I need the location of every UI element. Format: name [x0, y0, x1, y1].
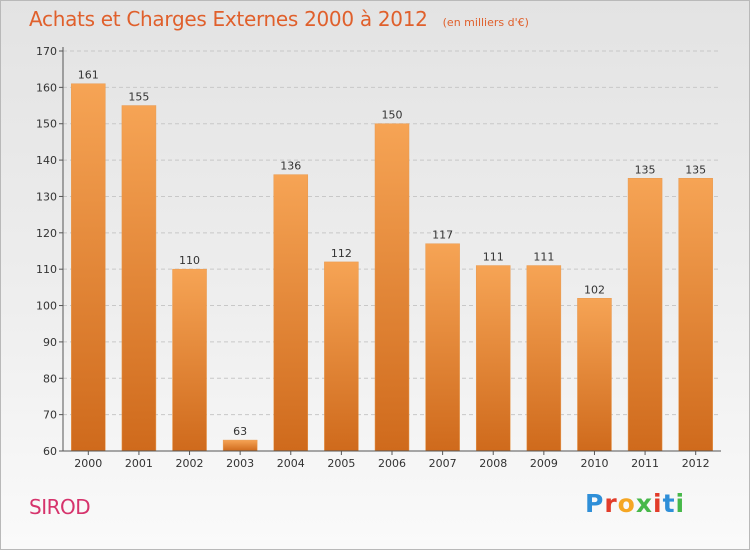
- logo-letter: i: [653, 489, 663, 518]
- bar[interactable]: [324, 261, 359, 452]
- bar[interactable]: [627, 178, 663, 452]
- x-tick-label: 2001: [125, 457, 153, 470]
- bar[interactable]: [374, 123, 410, 452]
- y-tick-label: 70: [43, 409, 57, 422]
- bar[interactable]: [273, 174, 309, 452]
- chart-title: Achats et Charges Externes 2000 à 2012: [29, 7, 428, 31]
- x-tick-label: 2006: [378, 457, 406, 470]
- data-label: 150: [382, 109, 403, 122]
- logo-letter: P: [585, 489, 605, 518]
- axes: [59, 47, 721, 455]
- y-tick-label: 130: [36, 190, 57, 203]
- bar[interactable]: [577, 298, 612, 452]
- chart-unit: (en milliers d'€): [442, 16, 529, 29]
- data-label: 135: [685, 163, 706, 176]
- x-tick-label: 2010: [580, 457, 608, 470]
- x-tick-label: 2009: [530, 457, 558, 470]
- y-tick-label: 170: [36, 45, 57, 58]
- x-tick-label: 2005: [327, 457, 355, 470]
- logo-letter: x: [635, 489, 653, 518]
- bar[interactable]: [475, 265, 511, 452]
- bar[interactable]: [121, 105, 157, 452]
- y-tick-label: 110: [36, 263, 57, 276]
- x-tick-label: 2011: [631, 457, 659, 470]
- data-label: 161: [78, 69, 99, 82]
- logo-letter: i: [675, 489, 686, 518]
- y-tick-label: 150: [36, 118, 57, 131]
- commune-name: SIROD: [29, 495, 91, 519]
- x-tick-label: 2008: [479, 457, 507, 470]
- bar[interactable]: [222, 439, 258, 452]
- x-tick-label: 2002: [176, 457, 204, 470]
- data-label: 63: [233, 425, 247, 438]
- data-label: 102: [584, 283, 605, 296]
- x-tick-label: 2003: [226, 457, 254, 470]
- title-row: Achats et Charges Externes 2000 à 2012 (…: [29, 7, 529, 31]
- y-tick-label: 60: [43, 445, 57, 458]
- data-label: 155: [128, 91, 149, 104]
- data-label: 117: [432, 229, 453, 242]
- proxiti-logo[interactable]: Proxiti: [585, 489, 685, 518]
- data-label: 112: [331, 247, 352, 260]
- y-tick-label: 120: [36, 227, 57, 240]
- y-tick-label: 140: [36, 154, 57, 167]
- bar[interactable]: [678, 178, 713, 452]
- y-tick-label: 90: [43, 336, 57, 349]
- logo-letter: r: [604, 489, 618, 518]
- y-tick-label: 100: [36, 300, 57, 313]
- logo-letter: t: [662, 489, 676, 518]
- bar[interactable]: [172, 268, 207, 452]
- x-tick-label: 2007: [429, 457, 457, 470]
- data-label: 135: [635, 163, 656, 176]
- y-tick-label: 160: [36, 81, 57, 94]
- bar[interactable]: [526, 265, 562, 452]
- y-tick-label: 80: [43, 372, 57, 385]
- logo-letter: o: [617, 489, 636, 518]
- x-tick-label: 2012: [682, 457, 710, 470]
- data-label: 110: [179, 254, 200, 267]
- data-label: 111: [483, 251, 504, 264]
- x-tick-label: 2000: [74, 457, 102, 470]
- bar[interactable]: [425, 243, 460, 452]
- data-label: 111: [533, 251, 554, 264]
- bars: [71, 83, 713, 452]
- data-label: 136: [280, 160, 301, 173]
- bar[interactable]: [71, 83, 106, 452]
- x-tick-label: 2004: [277, 457, 305, 470]
- labels: 60 70 80 90 100 110 120 130 140 150 160 170 161 2000 1…: [36, 45, 710, 470]
